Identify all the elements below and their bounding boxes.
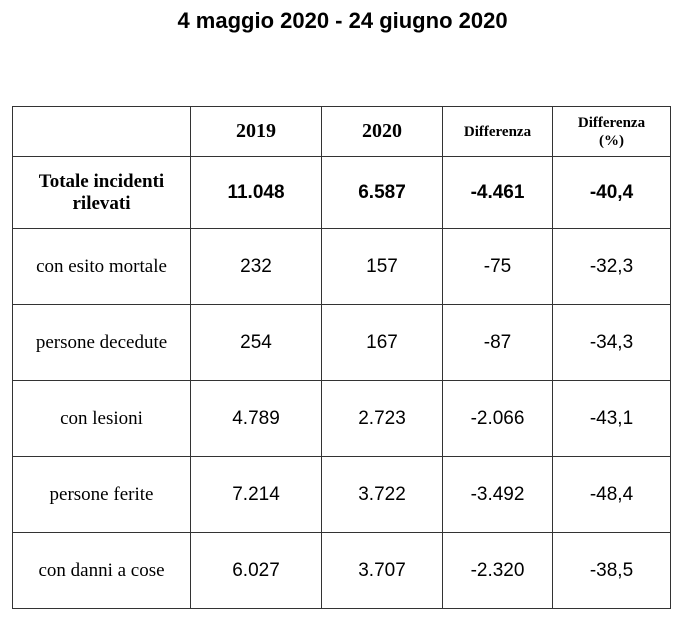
header-2019: 2019 — [190, 106, 322, 157]
cell-differenza-pct: -34,3 — [552, 304, 671, 381]
cell-differenza-pct: -48,4 — [552, 456, 671, 533]
cell-2019: 11.048 — [190, 156, 322, 229]
cell-differenza: -4.461 — [442, 156, 553, 229]
row-label: persone ferite — [12, 456, 191, 533]
cell-differenza: -2.066 — [442, 380, 553, 457]
table-row: con lesioni 4.789 2.723 -2.066 -43,1 — [12, 380, 671, 457]
header-2020: 2020 — [321, 106, 443, 157]
table-row: persone ferite 7.214 3.722 -3.492 -48,4 — [12, 456, 671, 533]
cell-differenza: -87 — [442, 304, 553, 381]
cell-2019: 7.214 — [190, 456, 322, 533]
cell-2019: 4.789 — [190, 380, 322, 457]
table-row: persone decedute 254 167 -87 -34,3 — [12, 304, 671, 381]
header-differenza-pct-text: Differenza (%) — [577, 114, 646, 149]
cell-differenza: -3.492 — [442, 456, 553, 533]
data-table: 2019 2020 Differenza Differenza (%) Tota… — [12, 106, 671, 609]
header-differenza-pct: Differenza (%) — [552, 106, 671, 157]
cell-differenza: -75 — [442, 228, 553, 305]
cell-differenza-pct: -32,3 — [552, 228, 671, 305]
cell-2019: 6.027 — [190, 532, 322, 609]
cell-2019: 232 — [190, 228, 322, 305]
cell-differenza-pct: -40,4 — [552, 156, 671, 229]
row-label: con esito mortale — [12, 228, 191, 305]
cell-2020: 157 — [321, 228, 443, 305]
row-label: persone decedute — [12, 304, 191, 381]
table-row: con esito mortale 232 157 -75 -32,3 — [12, 228, 671, 305]
cell-differenza-pct: -43,1 — [552, 380, 671, 457]
cell-2020: 6.587 — [321, 156, 443, 229]
cell-2020: 3.722 — [321, 456, 443, 533]
row-label-text: Totale incidenti rilevati — [38, 170, 165, 214]
cell-2020: 167 — [321, 304, 443, 381]
table-header-row: 2019 2020 Differenza Differenza (%) — [12, 106, 671, 157]
row-label: con lesioni — [12, 380, 191, 457]
row-label: con danni a cose — [12, 532, 191, 609]
cell-differenza: -2.320 — [442, 532, 553, 609]
table-row-totale: Totale incidenti rilevati 11.048 6.587 -… — [12, 156, 671, 229]
header-differenza: Differenza — [442, 106, 553, 157]
cell-differenza-pct: -38,5 — [552, 532, 671, 609]
header-corner-cell — [12, 106, 191, 157]
row-label: Totale incidenti rilevati — [12, 156, 191, 229]
page-title: 4 maggio 2020 - 24 giugno 2020 — [177, 8, 508, 33]
cell-2019: 254 — [190, 304, 322, 381]
cell-2020: 2.723 — [321, 380, 443, 457]
cell-2020: 3.707 — [321, 532, 443, 609]
table-row: con danni a cose 6.027 3.707 -2.320 -38,… — [12, 532, 671, 609]
